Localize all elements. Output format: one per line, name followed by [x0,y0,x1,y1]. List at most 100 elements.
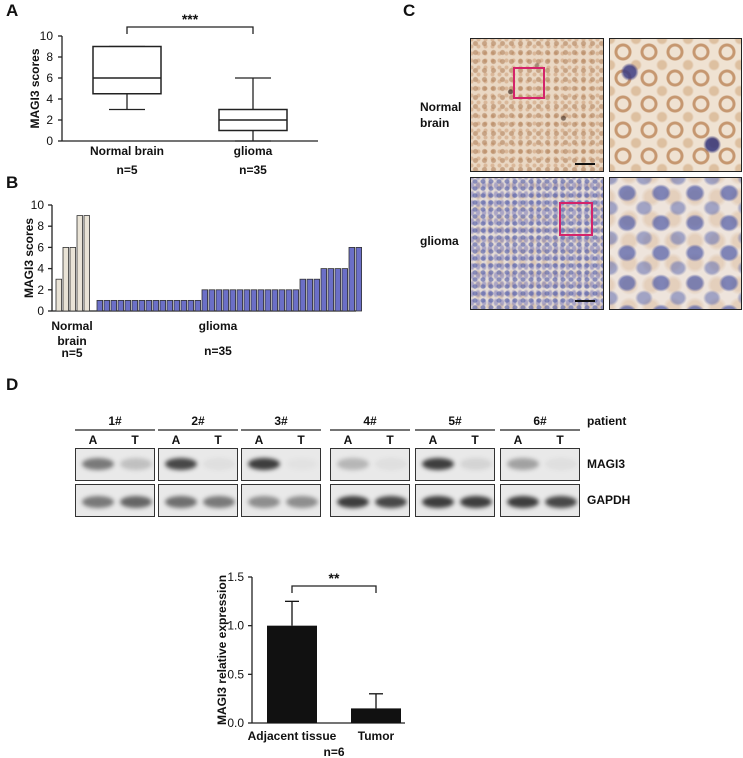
panel-label-c: C [403,1,415,20]
y-tick-label-b: 0 [37,304,44,318]
micrograph-normal-brain-zoom [609,38,742,172]
group-n-label-a: n=35 [239,163,267,177]
lane-label-t: T [214,433,222,447]
blot-band-magi3 [165,458,197,470]
group-n-label-a: n=5 [116,163,137,177]
bar-glioma [264,289,271,312]
bar-glioma [173,299,180,312]
lane-label-t: T [471,433,479,447]
group-label-b-normal-2: brain [57,334,86,348]
group-label-b-glioma: glioma [199,319,238,333]
blot-band-magi3 [286,458,318,470]
panel-label-b: B [6,173,18,192]
blot-band-magi3 [375,458,407,470]
bar-glioma [152,299,159,312]
blot-band-magi3 [460,458,492,470]
y-tick-label-a: 4 [46,92,53,106]
blot-band-gapdh [460,496,492,508]
lane-label-a: A [429,433,438,447]
bar-glioma [201,289,208,312]
micrograph-glioma-overview [470,177,604,310]
blot-strip-gapdh [330,484,410,517]
blot-band-gapdh [545,496,577,508]
bar-glioma [327,268,334,312]
group-label-a: Normal brain [90,144,164,158]
micrograph-row-label-normal-2: brain [420,116,449,130]
y-axis-title-b: MAGI3 scores [22,218,36,298]
blot-row-label-magi3: MAGI3 [587,457,625,471]
bar-glioma [341,268,348,312]
bar-glioma [145,299,152,312]
blot-row-label-gapdh: GAPDH [587,493,630,507]
bar-glioma [299,278,306,312]
patient-label: 4# [363,414,377,428]
patient-label: 2# [191,414,205,428]
blot-strip-magi3 [330,448,410,481]
blot-band-magi3 [337,458,369,470]
n-label-d: n=6 [323,745,344,758]
y-tick-label-b: 10 [31,198,45,212]
lane-label-a: A [344,433,353,447]
blot-band-gapdh [248,496,280,508]
y-tick-label-a: 8 [46,50,53,64]
group-n-label-b-glioma: n=35 [204,344,232,358]
blot-strip-gapdh [75,484,155,517]
zoom-box-normal [513,67,545,99]
bar-glioma [229,289,236,312]
scale-bar-glioma [575,300,595,302]
bar-glioma [236,289,243,312]
bar-glioma [243,289,250,312]
bar-normal-brain [55,278,62,312]
micrograph-row-label-glioma: glioma [420,234,459,248]
box-iqr [92,45,162,95]
lane-label-a: A [514,433,523,447]
bar-glioma [313,278,320,312]
bar-glioma [208,289,215,312]
lane-label-a: A [89,433,98,447]
blot-band-gapdh [120,496,152,508]
panel-label-a: A [6,1,18,20]
panel-a-boxplot: 0 2 4 6 8 10 MAGI3 scores Normal brain n=5 glioma… [28,11,318,177]
bar-glioma [306,278,313,312]
blot-strip-gapdh [158,484,238,517]
y-axis-title-a: MAGI3 scores [28,48,42,128]
bar-glioma [110,299,117,312]
category-label-d: Tumor [358,729,395,743]
blot-band-gapdh [286,496,318,508]
zoom-box-glioma [559,202,593,236]
significance-stars-a: *** [182,11,199,27]
bar-normal-brain [69,246,76,312]
blot-strip-magi3 [415,448,495,481]
bar-d [351,708,401,723]
blot-band-gapdh [507,496,539,508]
significance-stars-d: ** [329,570,340,586]
y-tick-label-b: 6 [37,240,44,254]
y-tick-label-a: 2 [46,113,53,127]
panel-label-d: D [6,375,18,394]
bar-glioma [257,289,264,312]
lane-label-a: A [255,433,264,447]
lane-label-t: T [556,433,564,447]
lane-label-t: T [386,433,394,447]
bar-glioma [96,299,103,312]
y-tick-label-b: 2 [37,283,44,297]
blot-band-gapdh [375,496,407,508]
bar-glioma [215,289,222,312]
bar-glioma [103,299,110,312]
lane-label-t: T [131,433,139,447]
y-tick-label-a: 0 [46,134,53,148]
blot-band-magi3 [422,458,454,470]
bar-d [267,625,317,723]
patient-label: 5# [448,414,462,428]
micrograph-normal-brain-overview [470,38,604,172]
bar-glioma [250,289,257,312]
bar-normal-brain [76,215,83,312]
blot-band-magi3 [120,458,152,470]
blot-band-gapdh [165,496,197,508]
bar-glioma [159,299,166,312]
group-n-label-b-normal: n=5 [61,346,82,360]
bar-glioma [117,299,124,312]
